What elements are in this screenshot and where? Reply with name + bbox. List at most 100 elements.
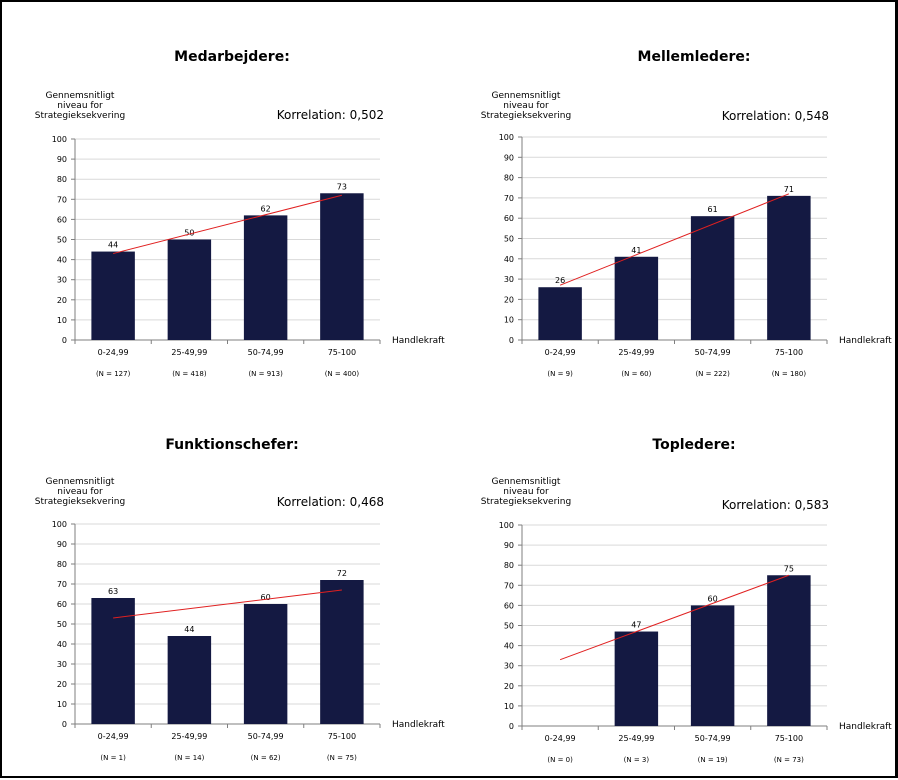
y-tick-label: 10 [57,316,67,325]
sample-size-label: (N = 0) [547,756,573,764]
data-label: 44 [184,625,194,634]
y-tick-label: 0 [509,336,514,345]
y-tick-label: 10 [504,316,514,325]
trendline [559,574,790,661]
bar [538,287,582,340]
y-axis-title-line: Gennemsnitligt [46,91,115,101]
y-tick-label: 30 [57,276,67,285]
x-tick-label: 75-100 [328,348,356,357]
bar [91,598,135,724]
y-tick-label: 100 [52,520,67,529]
y-axis-title-line: niveau for [57,101,103,111]
y-tick-label: 50 [57,620,67,629]
bar [320,580,364,724]
data-label: 50 [184,229,194,238]
y-tick-label: 90 [504,541,514,550]
sample-size-label: (N = 9) [547,370,573,378]
x-tick-label: 25-49,99 [171,732,207,741]
y-axis-title-line: Strategieksekvering [35,111,125,121]
correlation-label: Korrelation: 0,502 [277,108,384,122]
data-label: 72 [337,569,347,578]
data-label: 44 [108,241,118,250]
x-tick-label: 25-49,99 [618,348,654,357]
x-tick-label: 50-74,99 [248,732,284,741]
y-tick-label: 80 [57,560,67,569]
x-tick-label: 75-100 [328,732,356,741]
bar [320,193,364,340]
sample-size-label: (N = 180) [772,370,807,378]
y-tick-label: 90 [57,540,67,549]
sample-size-label: (N = 75) [327,754,357,762]
bar [243,604,288,724]
sample-size-label: (N = 14) [174,754,204,762]
bar [690,605,735,726]
data-label: 63 [108,587,118,596]
y-tick-label: 100 [499,521,514,530]
data-label: 26 [555,276,565,285]
y-tick-label: 30 [57,660,67,669]
y-tick-label: 10 [504,702,514,711]
correlation-label: Korrelation: 0,583 [722,498,829,512]
sample-size-label: (N = 62) [251,754,281,762]
sample-size-label: (N = 19) [698,756,728,764]
correlation-label: Korrelation: 0,468 [277,495,384,509]
bar [614,256,659,340]
bar [614,631,659,726]
trendline [113,589,342,619]
y-axis-title-line: Gennemsnitligt [46,477,115,487]
y-tick-label: 40 [57,640,67,649]
y-axis-title-line: Gennemsnitligt [492,91,561,101]
y-tick-label: 20 [57,296,67,305]
data-label: 73 [337,182,347,191]
y-tick-label: 20 [57,680,67,689]
y-tick-label: 0 [62,720,67,729]
data-label: 75 [784,564,794,573]
bar [767,195,811,340]
y-tick-label: 80 [504,561,514,570]
y-axis-title-line: Gennemsnitligt [492,477,561,487]
bar [243,215,288,340]
x-tick-label: 50-74,99 [695,734,731,743]
x-tick-label: 50-74,99 [695,348,731,357]
y-tick-label: 10 [57,700,67,709]
y-tick-label: 70 [504,581,514,590]
x-tick-label: 50-74,99 [248,348,284,357]
y-tick-label: 30 [504,275,514,284]
correlation-label: Korrelation: 0,548 [722,109,829,123]
data-label: 60 [708,594,718,603]
y-tick-label: 80 [57,175,67,184]
bar [167,636,212,724]
data-label: 60 [261,593,271,602]
y-tick-label: 40 [504,642,514,651]
data-label: 41 [631,246,641,255]
y-axis-title-line: Strategieksekvering [481,111,571,121]
y-tick-label: 90 [504,153,514,162]
y-tick-label: 100 [52,135,67,144]
y-tick-label: 40 [57,256,67,265]
y-tick-label: 70 [57,195,67,204]
y-axis-title-line: Strategieksekvering [481,497,571,507]
x-axis-title: Handlekraft [392,720,445,730]
x-axis-title: Handlekraft [839,336,892,346]
x-tick-label: 75-100 [775,734,803,743]
chart-title: Topledere: [652,437,735,453]
x-axis-title: Handlekraft [839,722,892,732]
y-tick-label: 20 [504,295,514,304]
y-tick-label: 0 [509,722,514,731]
bar [690,216,735,340]
y-tick-label: 60 [57,600,67,609]
y-tick-label: 70 [504,194,514,203]
sample-size-label: (N = 418) [172,370,207,378]
y-tick-label: 50 [57,236,67,245]
data-label: 47 [631,621,641,630]
x-tick-label: 0-24,99 [98,732,129,741]
sample-size-label: (N = 913) [248,370,283,378]
sample-size-label: (N = 60) [621,370,651,378]
y-tick-label: 100 [499,133,514,142]
y-tick-label: 50 [504,235,514,244]
